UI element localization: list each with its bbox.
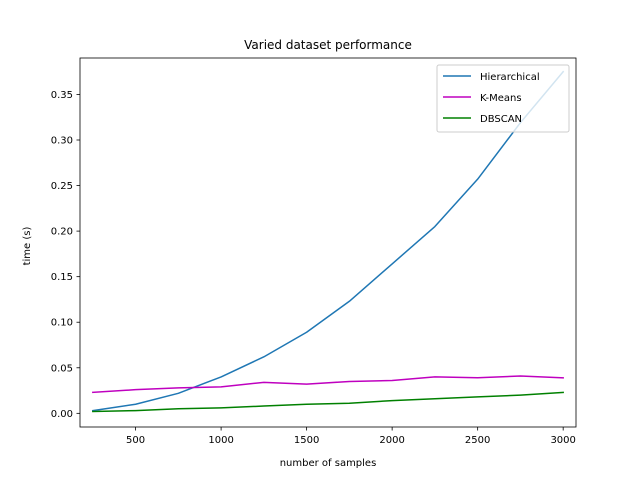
legend-label: DBSCAN	[480, 114, 522, 125]
y-tick-label: 0.15	[51, 272, 73, 283]
x-tick-label: 2500	[465, 435, 490, 446]
plot-area	[91, 70, 565, 413]
chart-title: Varied dataset performance	[244, 38, 412, 52]
axes: 500 1000 1500 2000 2500 3000 0.00 0.05 0.10 0.15 0…	[51, 57, 577, 446]
legend-label: K-Means	[480, 93, 522, 104]
x-axis-label: number of samples	[280, 458, 377, 469]
x-tick-label: 1000	[208, 435, 233, 446]
y-tick-label: 0.20	[51, 227, 73, 238]
y-axis-label: time (s)	[22, 227, 33, 266]
x-tick-label: 1500	[294, 435, 319, 446]
series-line-k-means	[92, 375, 564, 394]
y-tick-label: 0.30	[51, 136, 73, 147]
y-tick-label: 0.05	[51, 363, 73, 374]
y-tick-label: 0.10	[51, 318, 73, 329]
x-tick-label: 3000	[550, 435, 575, 446]
series-line-hierarchical	[91, 70, 565, 412]
y-tick-label: 0.25	[51, 181, 73, 192]
series-line-dbscan	[92, 391, 564, 413]
legend-label: Hierarchical	[480, 72, 540, 83]
x-tick-label: 2000	[379, 435, 404, 446]
legend-box	[436, 64, 570, 133]
x-tick-label: 500	[126, 435, 145, 446]
y-tick-label: 0.35	[51, 90, 73, 101]
y-tick-label: 0.00	[51, 409, 73, 420]
legend: Hierarchical K-Means DBSCAN	[436, 64, 570, 133]
axes-frame	[79, 57, 577, 428]
